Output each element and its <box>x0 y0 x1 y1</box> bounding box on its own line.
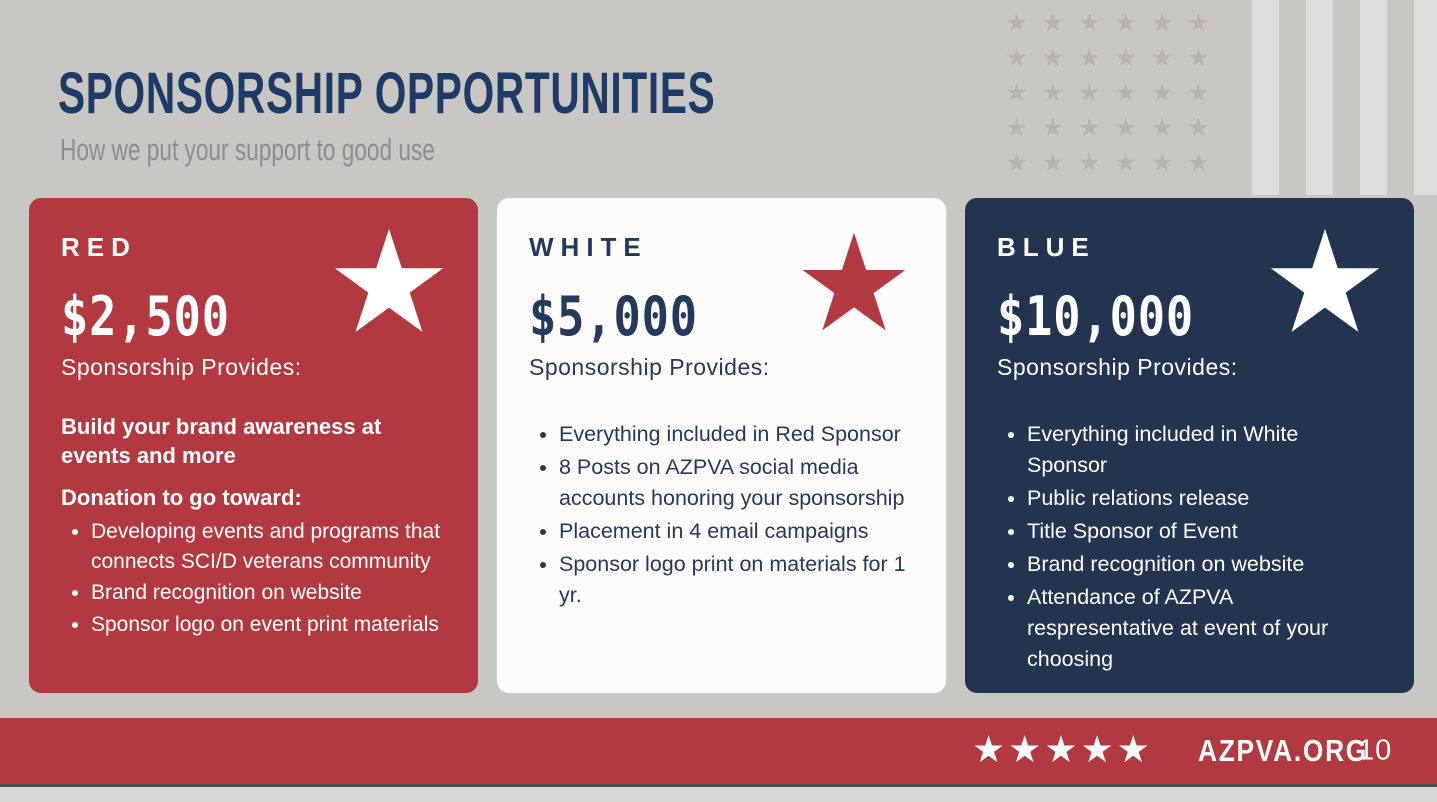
bullet-item: Title Sponsor of Event <box>1027 516 1382 547</box>
bullet-list: Everything included in Red Sponsor 8 Pos… <box>529 419 914 611</box>
card-body: Build your brand awareness at events and… <box>61 413 446 640</box>
tier-label: WHITE <box>529 232 648 262</box>
card-heading: Donation to go toward: <box>61 485 302 511</box>
star-icon <box>802 232 906 331</box>
card-body: Everything included in Red Sponsor 8 Pos… <box>529 419 914 611</box>
footer-stars-icon: ★★★★★ <box>972 728 1153 770</box>
page-subtitle: How we put your support to good use <box>60 132 435 167</box>
provides-label: Sponsorship Provides: <box>997 354 1238 380</box>
star-icon <box>334 228 444 332</box>
sponsor-cards: RED $2,500 Sponsorship Provides: Build y… <box>29 198 1414 693</box>
star-icon <box>1270 228 1380 332</box>
bullet-item: Brand recognition on website <box>1027 549 1382 580</box>
provides-label: Sponsorship Provides: <box>61 354 302 380</box>
footer-divider <box>0 784 1437 787</box>
price: $2,500 <box>61 285 230 348</box>
provides-label: Sponsorship Provides: <box>529 354 770 380</box>
price: $10,000 <box>997 285 1195 348</box>
bullet-item: Placement in 4 email campaigns <box>559 516 914 547</box>
tier-label: RED <box>61 232 137 262</box>
page-number: 10 <box>1358 734 1393 767</box>
bullet-item: Public relations release <box>1027 483 1382 514</box>
sponsor-card-red: RED $2,500 Sponsorship Provides: Build y… <box>29 198 478 693</box>
flag-stripes <box>1252 0 1437 195</box>
bullet-item: Everything included in Red Sponsor <box>559 419 914 450</box>
tier-label: BLUE <box>997 232 1096 262</box>
sponsor-card-white: WHITE $5,000 Sponsorship Provides: Every… <box>497 198 946 693</box>
footer-bar: ★★★★★ AZPVA.ORG 10 <box>0 718 1437 784</box>
bullet-item: Attendance of AZPVA respresentative at e… <box>1027 582 1382 675</box>
bullet-item: Brand recognition on website <box>91 578 446 608</box>
bullet-item: Sponsor logo print on materials for 1 yr… <box>559 549 914 611</box>
bullet-item: Sponsor logo on event print materials <box>91 610 446 640</box>
site-url: AZPVA.ORG <box>1198 733 1368 768</box>
footer-strip <box>0 787 1437 802</box>
bullet-item: Developing events and programs that conn… <box>91 517 446 577</box>
bullet-list: Developing events and programs that conn… <box>61 517 446 640</box>
card-body: Everything included in White Sponsor Pub… <box>997 419 1382 675</box>
price: $5,000 <box>529 285 698 348</box>
bullet-item: 8 Posts on AZPVA social media accounts h… <box>559 452 914 514</box>
bullet-list: Everything included in White Sponsor Pub… <box>997 419 1382 675</box>
flag-stars-field <box>997 6 1232 191</box>
page-title: SPONSORSHIP OPPORTUNITIES <box>58 61 716 126</box>
card-heading: Build your brand awareness at events and… <box>61 414 382 468</box>
sponsor-card-blue: BLUE $10,000 Sponsorship Provides: Every… <box>965 198 1414 693</box>
bullet-item: Everything included in White Sponsor <box>1027 419 1382 481</box>
flag-watermark-icon <box>997 0 1437 195</box>
